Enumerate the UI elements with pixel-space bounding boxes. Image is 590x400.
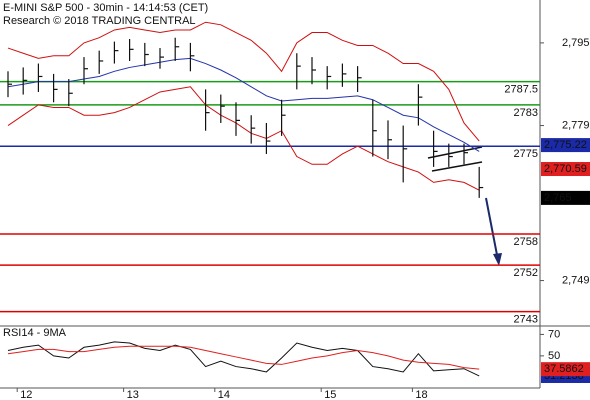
band-line <box>7 57 480 152</box>
chart-subtitle: Research © 2018 TRADING CENTRAL <box>3 15 196 27</box>
price-tag <box>541 190 590 205</box>
level-label: 2752 <box>514 267 538 279</box>
x-tick-label: 14 <box>218 389 230 400</box>
level-label: 2783 <box>514 107 538 119</box>
price-tag-label: 2,775.22 <box>544 139 587 151</box>
x-tick-label: 15 <box>324 389 336 400</box>
arrow-head <box>493 253 502 266</box>
x-tick-label: 12 <box>20 389 32 400</box>
rsi-line <box>7 345 480 370</box>
y-tick-label: 2,795 <box>562 37 590 49</box>
price-tag-label: 2,770.59 <box>544 163 587 175</box>
rsi-tag <box>541 362 590 377</box>
rsi-tag-label: 37.5862 <box>544 363 584 375</box>
x-tick-label: 18 <box>415 389 427 400</box>
level-label: 2758 <box>514 236 538 248</box>
price-tag <box>541 162 590 177</box>
y-tick-label: 2,749 <box>562 274 590 286</box>
rsi-tick-label: 50 <box>548 350 560 362</box>
price-tag-label: 2,765 <box>544 192 572 204</box>
price-tag <box>541 138 590 153</box>
rsi-tick-label: 70 <box>548 328 560 340</box>
pattern-line <box>427 146 483 159</box>
level-label: 2787.5 <box>504 84 538 96</box>
band-line <box>7 21 480 142</box>
level-label: 2743 <box>514 313 538 325</box>
pattern-line <box>431 161 483 172</box>
y-tick-label: 2,779 <box>562 119 590 131</box>
x-tick-label: 13 <box>127 389 139 400</box>
level-label: 2775 <box>514 148 538 160</box>
chart-title: E-MINI S&P 500 - 30min - 14:14:53 (CET) <box>3 2 208 14</box>
band-line <box>7 86 480 191</box>
rsi-label: RSI14 - 9MA <box>3 327 67 339</box>
rsi-line <box>7 341 480 377</box>
forecast-arrow <box>485 197 498 256</box>
